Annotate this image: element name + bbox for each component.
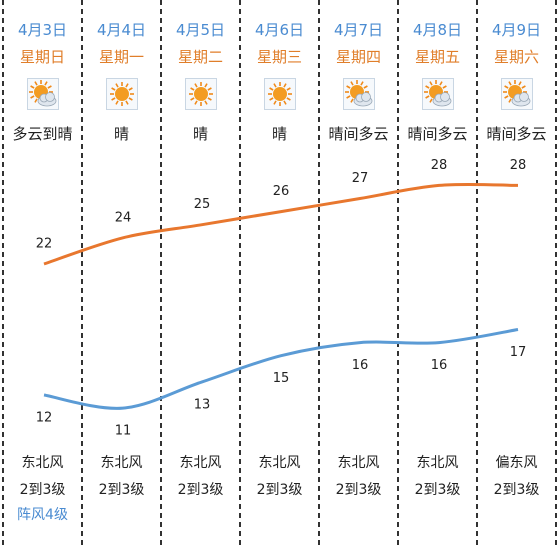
high-temp-label: 26	[273, 184, 290, 199]
wind-force: 2到3级	[19, 482, 66, 498]
sun-icon	[184, 78, 217, 110]
day-column: 4月7日星期四晴间多云东北风 2到3级	[319, 0, 398, 547]
day-weekday: 星期六	[493, 48, 539, 66]
wind-direction: 东北风	[179, 455, 222, 471]
low-temp-label: 15	[273, 371, 290, 386]
day-weekday: 星期四	[335, 48, 381, 66]
cloudy-sun-icon	[421, 78, 454, 110]
wind-direction: 偏东风	[495, 455, 538, 471]
wind-force: 2到3级	[493, 482, 540, 498]
low-temp-label: 13	[194, 397, 211, 412]
high-temp-label: 25	[194, 197, 211, 212]
wind-force: 2到3级	[335, 482, 382, 498]
sun-icon	[105, 78, 138, 110]
day-column: 4月6日星期三晴东北风 2到3级	[240, 0, 319, 547]
low-temp-label: 16	[352, 358, 369, 373]
wind-direction: 东北风	[21, 455, 64, 471]
day-condition: 晴间多云	[486, 125, 547, 143]
wind-force: 2到3级	[256, 482, 303, 498]
day-weekday: 星期一	[98, 48, 144, 66]
high-temp-line	[43, 182, 519, 266]
day-date: 4月7日	[333, 21, 384, 39]
wind-force: 2到3级	[414, 482, 461, 498]
day-date: 4月4日	[96, 21, 147, 39]
day-condition: 晴间多云	[407, 125, 468, 143]
low-temp-label: 12	[36, 411, 53, 426]
sun-icon	[263, 78, 296, 110]
day-condition: 晴	[192, 125, 208, 143]
day-column: 4月9日星期六晴间多云偏东风 2到3级	[477, 0, 556, 547]
high-temp-label: 22	[36, 237, 53, 252]
wind-force: 2到3级	[98, 482, 145, 498]
wind-force: 2到3级	[177, 482, 224, 498]
wind-gust: 阵风4级	[17, 507, 68, 523]
day-date: 4月3日	[17, 21, 68, 39]
day-date: 4月9日	[491, 21, 542, 39]
day-weekday: 星期二	[177, 48, 223, 66]
day-weekday: 星期日	[19, 48, 65, 66]
wind-direction: 东北风	[416, 455, 459, 471]
high-temp-label: 28	[431, 158, 448, 173]
day-condition: 多云到晴	[12, 125, 73, 143]
high-temp-label: 24	[115, 210, 132, 225]
day-column: 4月4日星期一晴东北风 2到3级	[82, 0, 161, 547]
day-column: 4月8日星期五晴间多云东北风 2到3级	[398, 0, 477, 547]
day-weekday: 星期五	[414, 48, 460, 66]
low-temp-label: 16	[431, 358, 448, 373]
low-temp-label: 17	[510, 345, 527, 360]
low-temp-line	[43, 328, 519, 410]
day-condition: 晴	[113, 125, 129, 143]
day-date: 4月6日	[254, 21, 305, 39]
wind-direction: 东北风	[100, 455, 143, 471]
low-temp-label: 11	[115, 424, 132, 439]
high-temp-label: 27	[352, 171, 369, 186]
day-column: 4月5日星期二晴东北风 2到3级	[161, 0, 240, 547]
day-date: 4月8日	[412, 21, 463, 39]
day-weekday: 星期三	[256, 48, 302, 66]
day-condition: 晴	[271, 125, 287, 143]
day-date: 4月5日	[175, 21, 226, 39]
wind-direction: 东北风	[337, 455, 380, 471]
day-condition: 晴间多云	[328, 125, 389, 143]
high-temp-label: 28	[510, 158, 527, 173]
cloudy-sun-icon	[26, 78, 59, 110]
cloudy-sun-icon	[342, 78, 375, 110]
day-column: 4月3日星期日多云到晴东北风 2到3级阵风4级	[3, 0, 82, 547]
wind-direction: 东北风	[258, 455, 301, 471]
cloudy-sun-icon	[500, 78, 533, 110]
